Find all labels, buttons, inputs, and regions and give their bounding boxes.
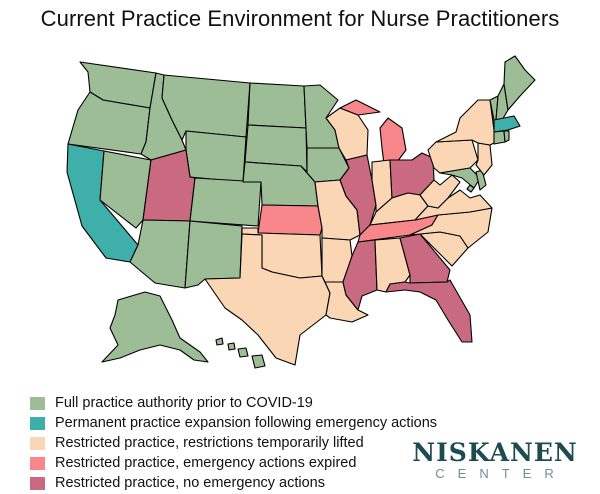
legend-swatch — [30, 476, 45, 490]
legend-label: Permanent practice expansion following e… — [55, 415, 438, 431]
legend-item-temporary: Restricted practice, restrictions tempor… — [30, 434, 437, 452]
legend-swatch — [30, 456, 45, 470]
state-ak — [101, 291, 209, 363]
state-ks — [257, 204, 323, 236]
state-az — [129, 219, 191, 289]
state-ut — [142, 149, 196, 222]
state-wy — [185, 130, 247, 183]
legend-item-none: Restricted practice, no emergency action… — [30, 474, 437, 492]
state-me — [503, 55, 536, 111]
state-tx — [204, 233, 331, 366]
brand-name: NISKANEN — [412, 438, 578, 467]
state-dc — [466, 184, 475, 193]
legend-label: Restricted practice, no emergency action… — [55, 475, 325, 491]
state-nv — [99, 150, 152, 229]
legend-swatch — [30, 396, 45, 410]
brand-sub: CENTER — [435, 466, 567, 481]
state-wv — [419, 174, 461, 209]
legend-label: Restricted practice, restrictions tempor… — [55, 435, 364, 451]
state-hi — [215, 337, 266, 369]
legend-item-expired: Restricted practice, emergency actions e… — [30, 454, 437, 472]
state-fl — [385, 279, 473, 343]
niskanen-center-logo: NISKANEN CENTER — [410, 440, 580, 482]
state-ma — [493, 115, 521, 133]
legend-label: Full practice authority prior to COVID-1… — [55, 395, 313, 411]
state-mi — [339, 99, 407, 165]
state-co — [189, 177, 262, 227]
page-title: Current Practice Environment for Nurse P… — [40, 6, 560, 31]
legend-label: Restricted practice, emergency actions e… — [55, 455, 357, 471]
state-nd — [247, 82, 307, 129]
state-ms — [342, 239, 378, 311]
us-states-map — [66, 55, 536, 369]
legend-swatch — [30, 436, 45, 450]
legend-swatch — [30, 416, 45, 430]
state-ct — [493, 130, 506, 145]
state-ny — [435, 99, 501, 146]
legend-item-full: Full practice authority prior to COVID-1… — [30, 394, 437, 412]
legend-item-permanent: Permanent practice expansion following e… — [30, 414, 437, 432]
state-ri — [503, 130, 510, 143]
legend: Full practice authority prior to COVID-1… — [30, 394, 437, 494]
state-nj — [475, 142, 493, 176]
